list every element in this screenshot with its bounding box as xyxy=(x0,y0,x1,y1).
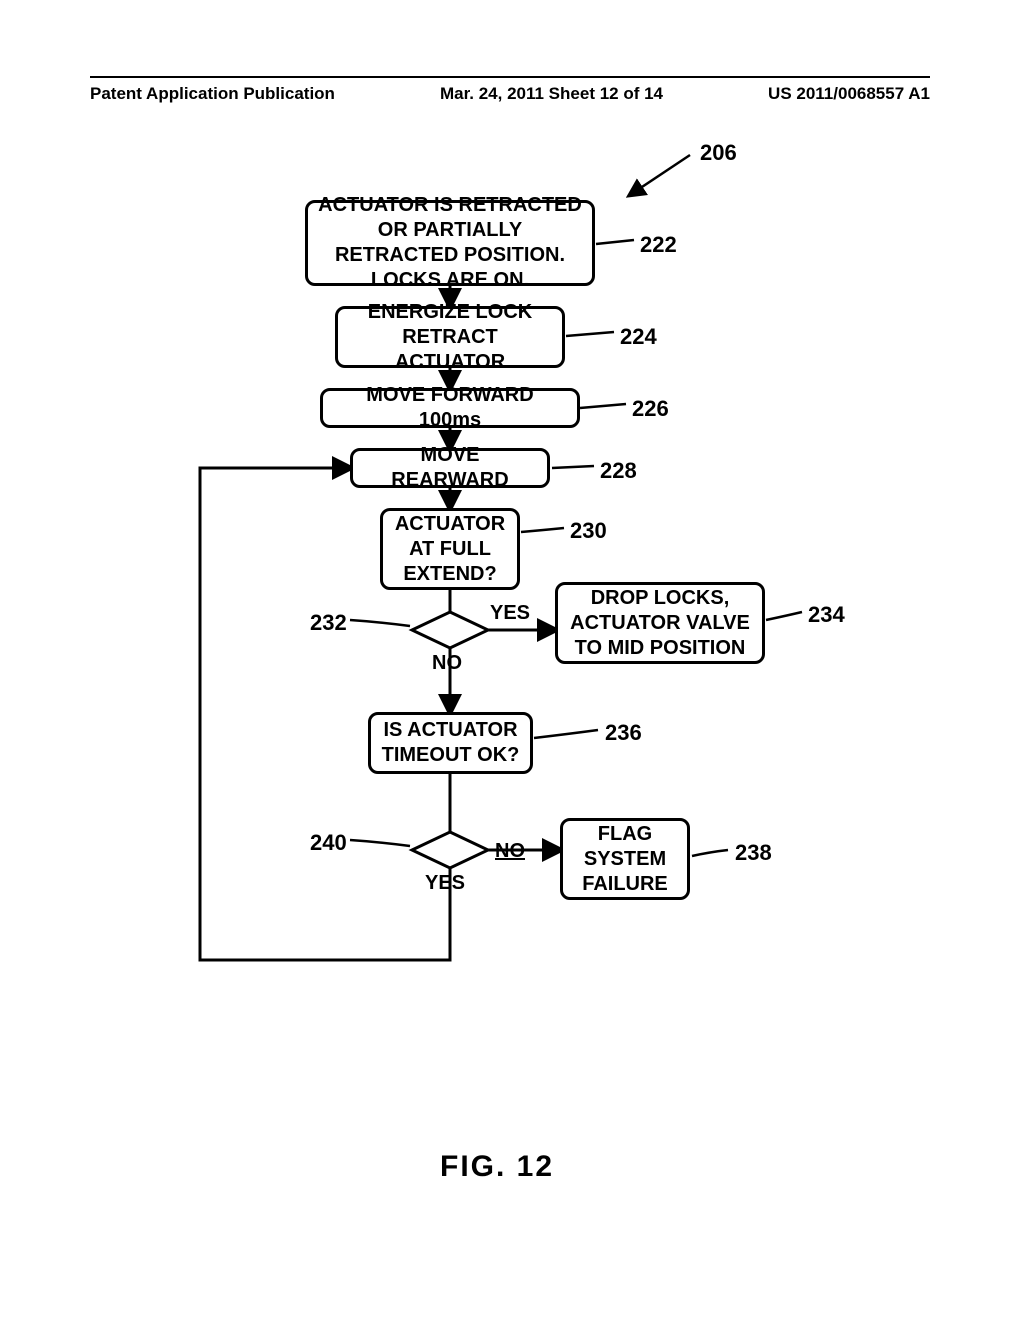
ref-230: 230 xyxy=(570,518,607,544)
label-yes-240: YES xyxy=(425,872,465,895)
ref-226: 226 xyxy=(632,396,669,422)
header-right: US 2011/0068557 A1 xyxy=(768,84,930,104)
ref-240: 240 xyxy=(310,830,347,856)
step-230: ACTUATOR AT FULL EXTEND? xyxy=(380,508,520,590)
flowchart: ACTUATOR IS RETRACTED OR PARTIALLY RETRA… xyxy=(0,140,1024,1140)
leader-230 xyxy=(521,528,564,532)
step-226: MOVE FORWARD 100ms xyxy=(320,388,580,428)
leader-238 xyxy=(692,850,728,856)
ref-224: 224 xyxy=(620,324,657,350)
leader-222 xyxy=(596,240,634,244)
header-mid: Mar. 24, 2011 Sheet 12 of 14 xyxy=(440,84,663,104)
leader-226 xyxy=(580,404,626,408)
label-no-232: NO xyxy=(432,652,462,675)
leader-232 xyxy=(350,620,410,626)
step-234: DROP LOCKS, ACTUATOR VALVE TO MID POSITI… xyxy=(555,582,765,664)
leader-236 xyxy=(534,730,598,738)
label-yes-232: YES xyxy=(490,602,530,625)
ref-236: 236 xyxy=(605,720,642,746)
leader-240 xyxy=(350,840,410,846)
leader-224 xyxy=(566,332,614,336)
header-left: Patent Application Publication xyxy=(90,84,335,104)
leader-234 xyxy=(766,612,802,620)
ref-238: 238 xyxy=(735,840,772,866)
figure-caption: FIG. 12 xyxy=(440,1150,554,1184)
header-rule xyxy=(90,76,930,78)
step-222: ACTUATOR IS RETRACTED OR PARTIALLY RETRA… xyxy=(305,200,595,286)
decision-232 xyxy=(412,612,488,648)
decision-240 xyxy=(412,832,488,868)
label-no-240: NO xyxy=(495,840,525,863)
ref-222: 222 xyxy=(640,232,677,258)
ref-234: 234 xyxy=(808,602,845,628)
leader-206 xyxy=(630,155,690,195)
step-224: ENERGIZE LOCK RETRACT ACTUATOR xyxy=(335,306,565,368)
step-238: FLAG SYSTEM FAILURE xyxy=(560,818,690,900)
header-row: Patent Application Publication Mar. 24, … xyxy=(90,84,930,104)
step-228: MOVE REARWARD xyxy=(350,448,550,488)
leader-228 xyxy=(552,466,594,468)
ref-206: 206 xyxy=(700,140,737,166)
ref-232: 232 xyxy=(310,610,347,636)
step-236: IS ACTUATOR TIMEOUT OK? xyxy=(368,712,533,774)
ref-228: 228 xyxy=(600,458,637,484)
